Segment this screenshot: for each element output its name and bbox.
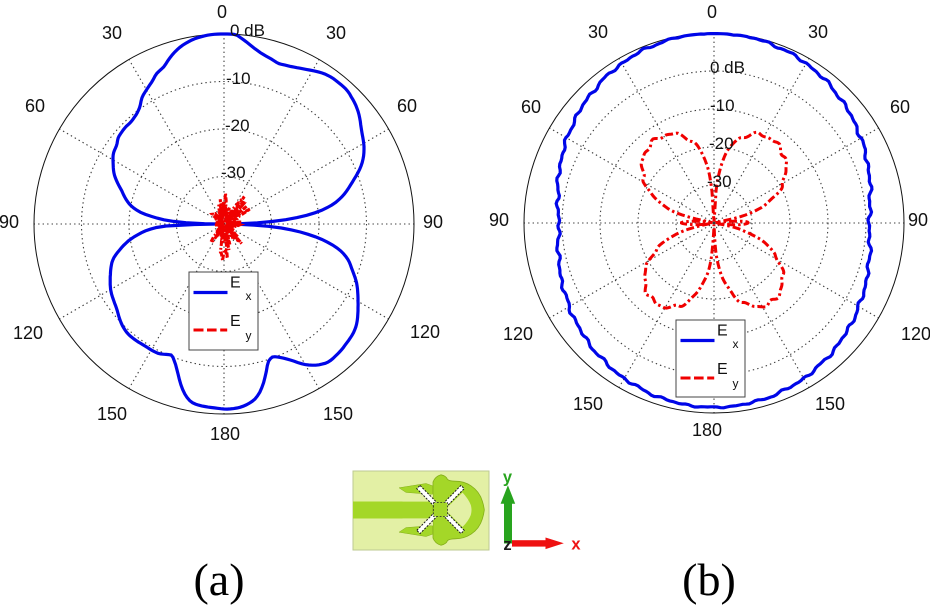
svg-text:y: y xyxy=(246,329,252,343)
svg-text:150: 150 xyxy=(97,404,127,424)
svg-text:180: 180 xyxy=(692,420,722,440)
svg-text:30: 30 xyxy=(326,23,346,43)
svg-text:E: E xyxy=(230,275,241,292)
svg-text:60: 60 xyxy=(25,96,45,116)
svg-text:30: 30 xyxy=(102,23,122,43)
svg-text:-20: -20 xyxy=(709,134,734,153)
svg-text:120: 120 xyxy=(901,324,930,344)
svg-text:0 dB: 0 dB xyxy=(710,58,745,77)
svg-text:0 dB: 0 dB xyxy=(230,21,265,40)
svg-text:90: 90 xyxy=(0,212,19,232)
svg-text:0: 0 xyxy=(217,2,227,22)
svg-text:90: 90 xyxy=(423,212,443,232)
svg-text:150: 150 xyxy=(815,394,845,414)
svg-text:90: 90 xyxy=(489,210,509,230)
svg-text:-20: -20 xyxy=(225,116,250,135)
svg-text:x: x xyxy=(246,289,252,303)
svg-text:z: z xyxy=(503,536,511,554)
svg-text:-30: -30 xyxy=(221,163,246,182)
svg-text:180: 180 xyxy=(210,424,240,444)
svg-text:60: 60 xyxy=(890,97,910,117)
svg-text:E: E xyxy=(717,323,728,340)
svg-text:E: E xyxy=(230,313,241,330)
svg-text:x: x xyxy=(571,536,581,554)
svg-text:90: 90 xyxy=(908,210,928,230)
svg-text:(a): (a) xyxy=(193,554,244,605)
svg-text:120: 120 xyxy=(410,322,440,342)
svg-text:-10: -10 xyxy=(226,69,251,88)
svg-text:30: 30 xyxy=(588,22,608,42)
svg-text:150: 150 xyxy=(323,404,353,424)
svg-text:60: 60 xyxy=(397,96,417,116)
svg-text:-10: -10 xyxy=(710,96,735,115)
svg-text:120: 120 xyxy=(503,324,533,344)
svg-text:-30: -30 xyxy=(707,172,732,191)
svg-text:60: 60 xyxy=(521,97,541,117)
svg-text:x: x xyxy=(733,337,739,351)
svg-text:E: E xyxy=(717,361,728,378)
svg-text:(b): (b) xyxy=(682,554,736,605)
svg-text:150: 150 xyxy=(573,394,603,414)
svg-text:y: y xyxy=(503,469,513,487)
svg-text:120: 120 xyxy=(13,323,43,343)
svg-text:0: 0 xyxy=(707,2,717,22)
svg-text:30: 30 xyxy=(808,22,828,42)
svg-text:y: y xyxy=(733,377,739,391)
